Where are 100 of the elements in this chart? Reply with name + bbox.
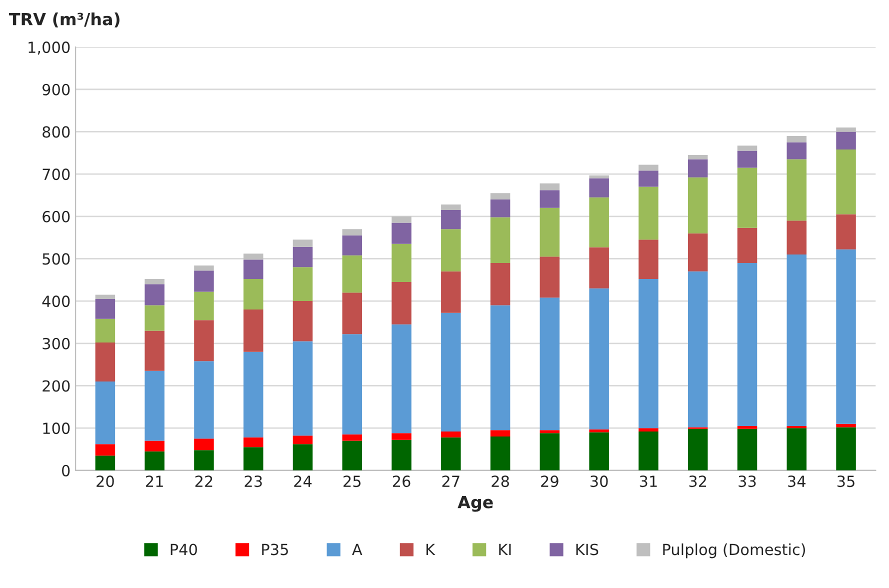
x-tick-label: 21 <box>146 476 163 487</box>
bar <box>540 190 560 208</box>
bar <box>95 318 116 343</box>
bar <box>342 229 362 236</box>
bar <box>194 320 214 362</box>
bar <box>441 229 461 272</box>
bar <box>144 330 164 371</box>
bar <box>441 312 461 432</box>
y-tick-label: 1,000 <box>28 42 70 55</box>
bar <box>490 430 510 437</box>
bar <box>688 428 708 470</box>
x-tick-label: 23 <box>244 476 262 488</box>
bar <box>836 249 856 424</box>
bar <box>737 146 758 151</box>
x-tick-label: 20 <box>96 476 114 488</box>
bar <box>342 434 362 441</box>
bar <box>392 244 412 282</box>
y-tick-label: 500 <box>42 253 70 265</box>
x-tick-label: 34 <box>788 476 806 488</box>
bar <box>292 444 313 470</box>
bar <box>490 193 510 200</box>
bar <box>589 178 609 198</box>
x-tick-label: 33 <box>738 476 756 488</box>
bar <box>194 438 214 450</box>
bar <box>540 183 560 190</box>
legend-label: Pulplog (Domestic) <box>663 543 806 558</box>
bar <box>441 271 461 313</box>
bar <box>540 298 560 430</box>
bar <box>95 298 116 319</box>
bar <box>490 436 510 470</box>
bar <box>836 127 856 132</box>
bar <box>292 240 313 247</box>
bar <box>292 246 313 268</box>
bar <box>836 149 856 214</box>
bar <box>836 214 856 250</box>
bar <box>688 233 708 272</box>
bar <box>688 177 708 234</box>
bar <box>441 210 461 230</box>
bar <box>737 262 758 426</box>
y-tick-label: 200 <box>42 380 70 392</box>
bar <box>144 279 164 284</box>
y-tick-label: 0 <box>62 464 70 476</box>
x-tick-label: 29 <box>541 476 558 488</box>
bar <box>95 456 116 470</box>
bar <box>95 294 116 299</box>
bar <box>243 447 264 470</box>
bar <box>144 451 164 470</box>
bar <box>638 186 658 240</box>
legend-label: KIS <box>576 544 598 556</box>
y-tick-label: 400 <box>42 296 70 308</box>
bar <box>638 240 658 280</box>
bar <box>786 426 807 428</box>
bar <box>392 324 412 434</box>
bar <box>441 204 461 210</box>
bar <box>589 432 609 470</box>
bar <box>589 429 609 432</box>
bar <box>737 428 758 470</box>
bar <box>243 279 264 310</box>
bar <box>292 267 313 302</box>
x-tick-label: 26 <box>392 476 410 488</box>
bar <box>540 433 560 470</box>
bar <box>786 142 807 160</box>
y-tick-label: 100 <box>43 422 70 434</box>
bar <box>392 222 412 244</box>
bar <box>688 159 708 178</box>
bar <box>589 247 609 288</box>
x-tick-label: 22 <box>195 476 212 487</box>
bar <box>95 444 116 456</box>
bar <box>392 440 412 470</box>
bar <box>786 136 807 142</box>
bar <box>243 437 264 448</box>
bar <box>638 170 658 187</box>
bar <box>342 292 362 334</box>
bar <box>342 440 362 470</box>
bar <box>194 450 214 470</box>
bar <box>737 150 758 168</box>
bar <box>144 440 164 452</box>
bar <box>243 260 264 280</box>
bar <box>95 381 116 444</box>
bar <box>243 352 264 438</box>
x-tick-label: 25 <box>344 476 361 488</box>
bar <box>786 428 807 470</box>
bar <box>392 216 412 223</box>
bar <box>441 437 461 470</box>
bar <box>441 431 461 438</box>
bar <box>836 132 856 150</box>
x-axis-title: Age <box>458 496 493 512</box>
bar <box>342 334 362 434</box>
bar <box>540 208 560 257</box>
y-tick-label: 900 <box>42 84 70 96</box>
bar <box>194 292 214 320</box>
bar <box>638 431 658 470</box>
legend-label: KI <box>499 544 511 556</box>
bar <box>95 342 116 382</box>
legend-label: A <box>352 544 362 556</box>
y-tick-label: 600 <box>42 210 70 222</box>
bar <box>243 254 264 260</box>
bar <box>638 428 658 432</box>
bar <box>737 228 758 263</box>
bar <box>836 424 856 428</box>
